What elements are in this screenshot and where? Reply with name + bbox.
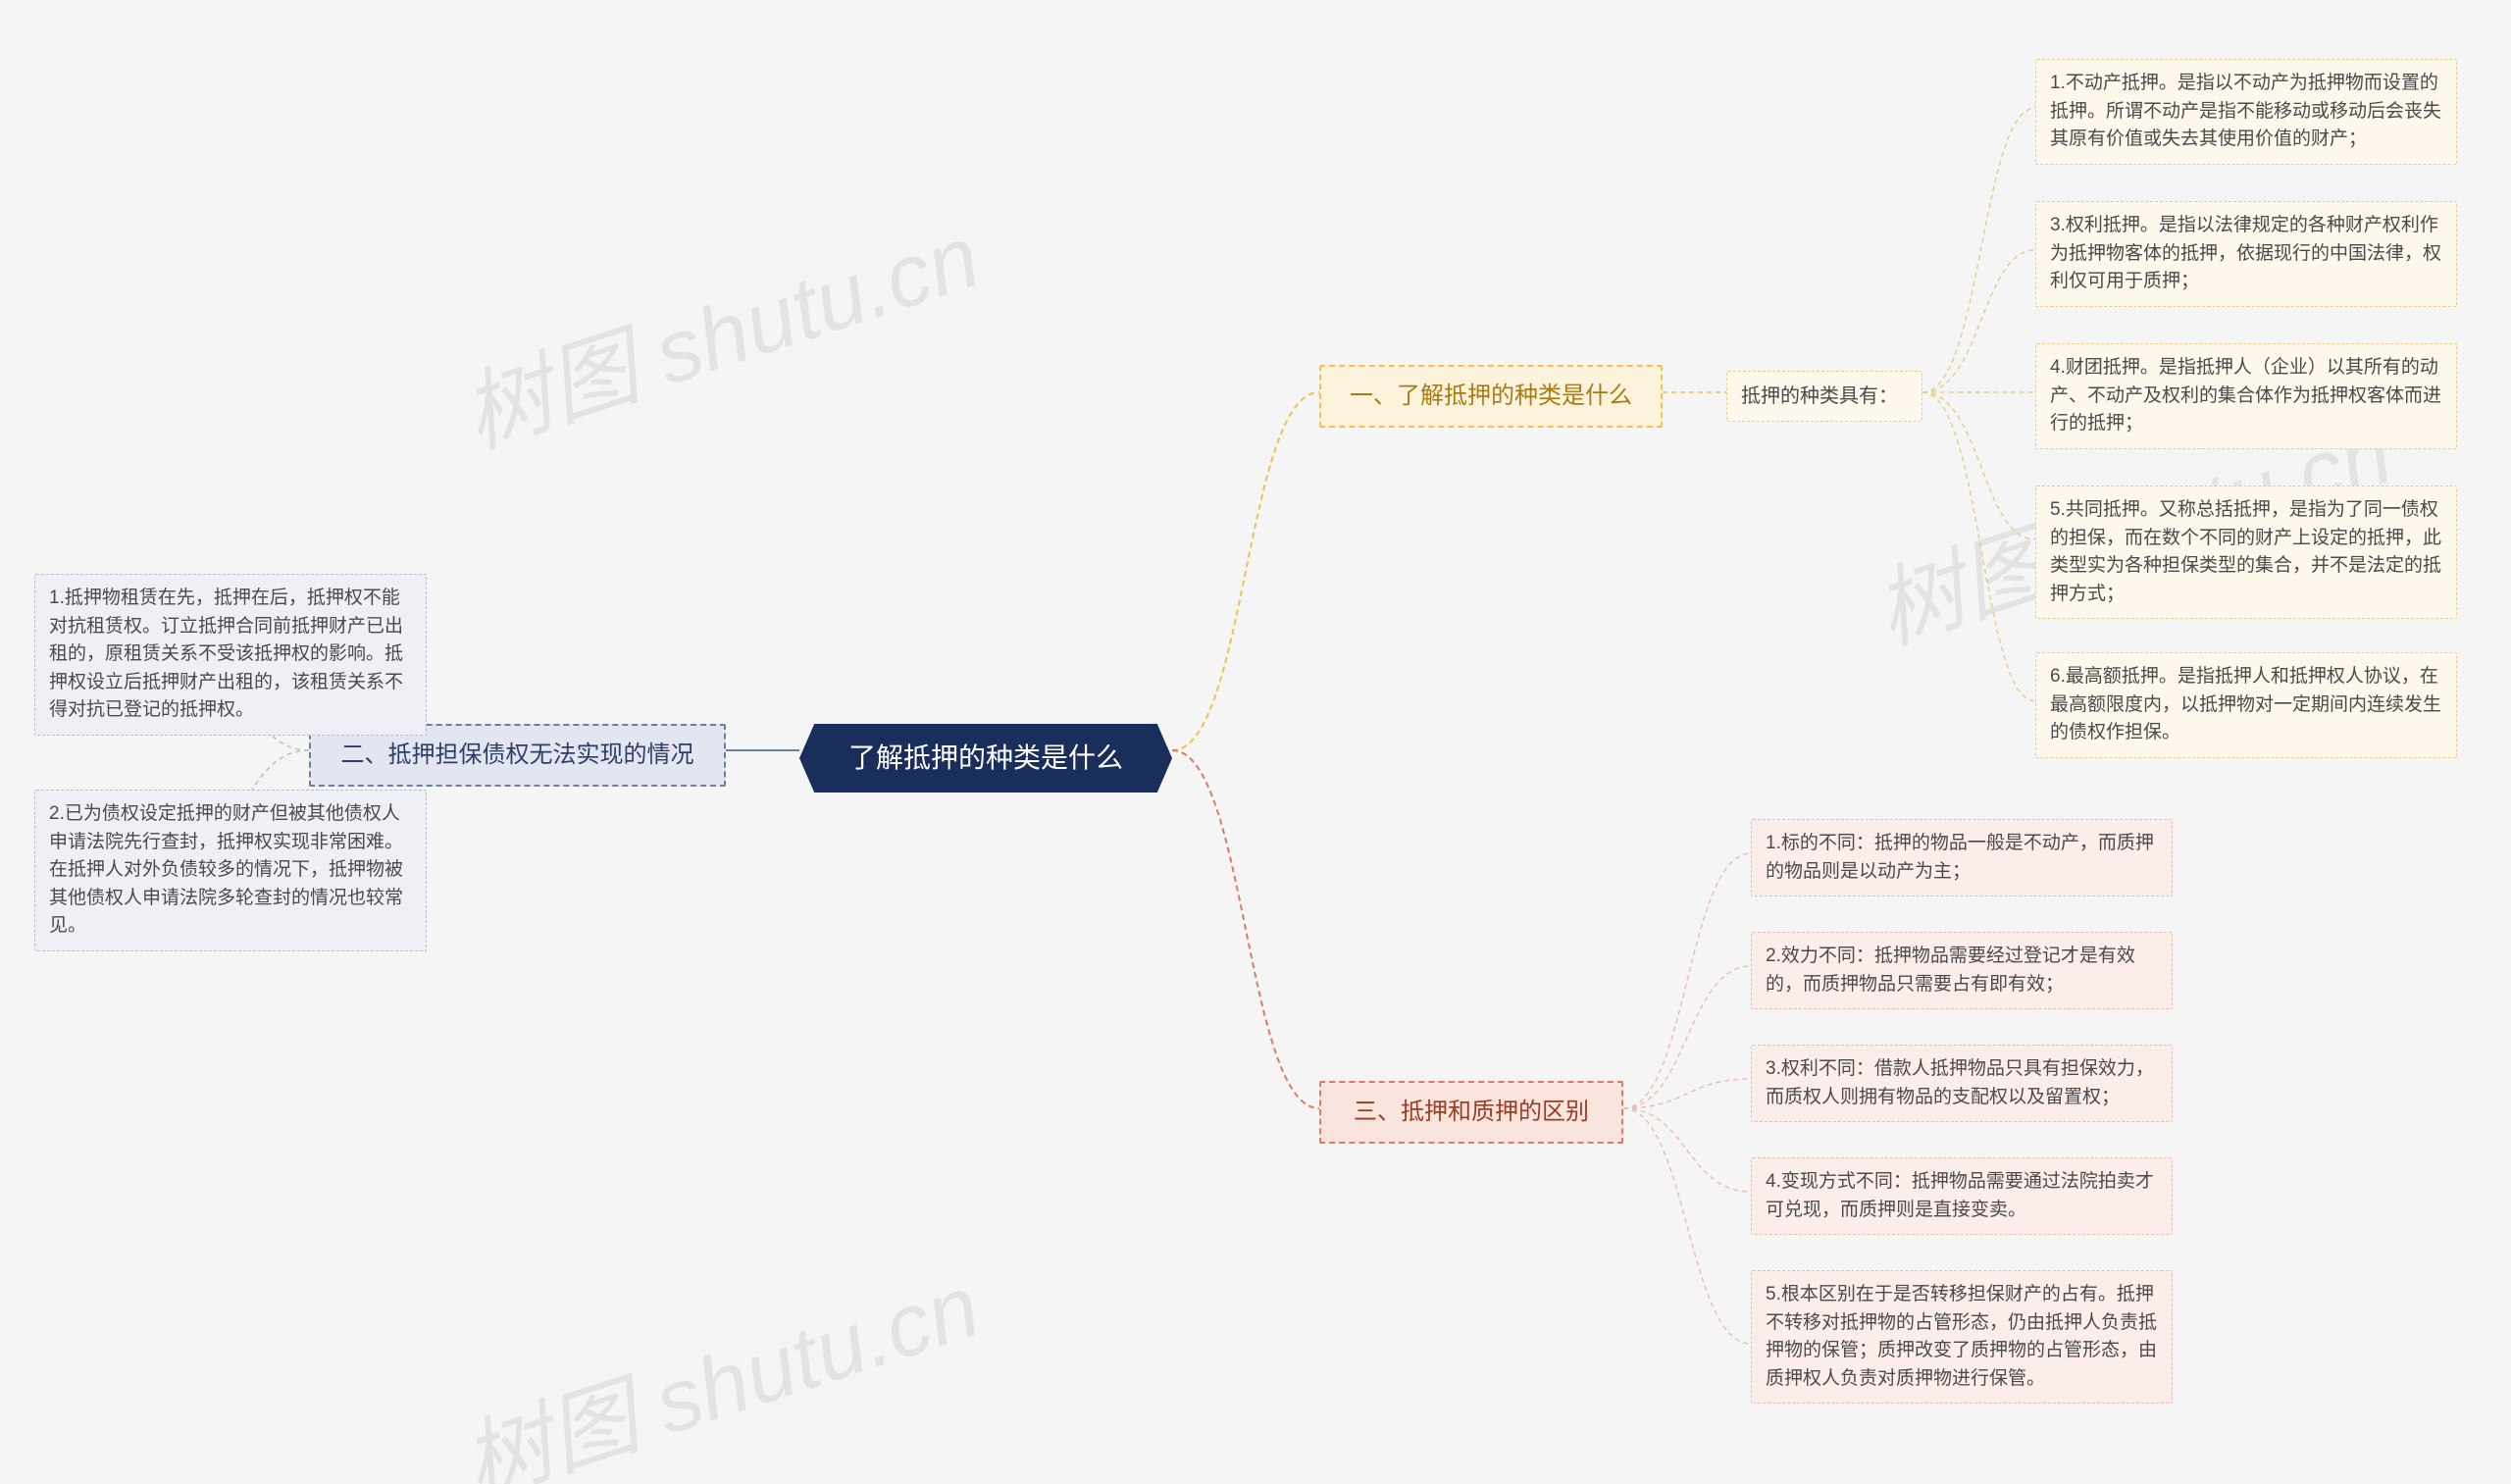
branch-3-leaf: 5.根本区别在于是否转移担保财产的占有。抵押不转移对抵押物的占管形态，仍由抵押人… [1751, 1270, 2173, 1404]
branch-3-leaf: 1.标的不同：抵押的物品一般是不动产，而质押的物品则是以动产为主； [1751, 819, 2173, 896]
branch-3-leaf: 3.权利不同：借款人抵押物品只具有担保效力，而质权人则拥有物品的支配权以及留置权… [1751, 1045, 2173, 1122]
branch-2-leaf: 1.抵押物租赁在先，抵押在后，抵押权不能对抗租赁权。订立抵押合同前抵押财产已出租… [34, 574, 427, 736]
branch-3: 三、抵押和质押的区别 [1319, 1081, 1623, 1144]
branch-1-leaf: 1.不动产抵押。是指以不动产为抵押物而设置的抵押。所谓不动产是指不能移动或移动后… [2035, 59, 2457, 165]
branch-1-sub: 抵押的种类具有： [1726, 371, 1922, 422]
branch-1-leaf: 4.财团抵押。是指抵押人（企业）以其所有的动产、不动产及权利的集合体作为抵押权客… [2035, 343, 2457, 449]
branch-3-leaf: 4.变现方式不同：抵押物品需要通过法院拍卖才可兑现，而质押则是直接变卖。 [1751, 1157, 2173, 1235]
watermark: 树图 shutu.cn [444, 1235, 993, 1484]
watermark: 树图 shutu.cn [444, 185, 993, 472]
branch-3-leaf: 2.效力不同：抵押物品需要经过登记才是有效的，而质押物品只需要占有即有效； [1751, 932, 2173, 1009]
branch-1-leaf: 6.最高额抵押。是指抵押人和抵押权人协议，在最高额限度内，以抵押物对一定期间内连… [2035, 652, 2457, 758]
branch-1: 一、了解抵押的种类是什么 [1319, 365, 1663, 428]
branch-1-leaf: 5.共同抵押。又称总括抵押，是指为了同一债权的担保，而在数个不同的财产上设定的抵… [2035, 486, 2457, 619]
root-node: 了解抵押的种类是什么 [799, 724, 1172, 793]
branch-2-leaf: 2.已为债权设定抵押的财产但被其他债权人申请法院先行查封，抵押权实现非常困难。在… [34, 790, 427, 951]
branch-1-leaf: 3.权利抵押。是指以法律规定的各种财产权利作为抵押物客体的抵押，依据现行的中国法… [2035, 201, 2457, 307]
